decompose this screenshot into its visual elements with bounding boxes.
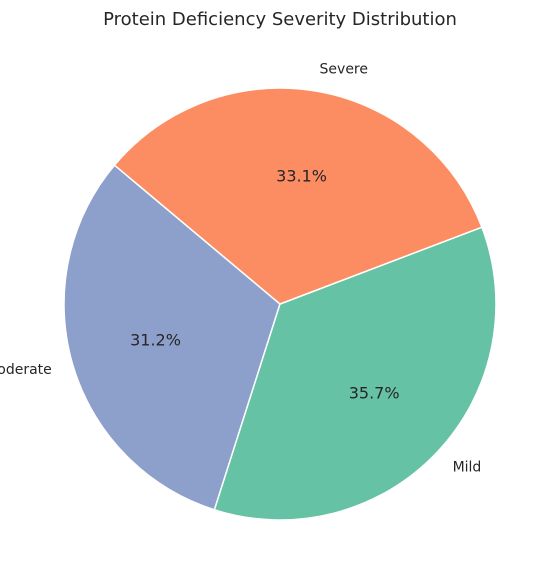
- pie-percent-mild: 35.7%: [349, 384, 400, 403]
- pie-slice-mild: [213, 226, 497, 521]
- pie-slice-severe: [113, 87, 483, 305]
- pie-labels: 31.2% Moderate 35.7% Mild 33.1% Severe: [0, 62, 481, 476]
- chart-title: Protein Deficiency Severity Distribution: [103, 9, 457, 30]
- pie-label-severe: Severe: [320, 62, 368, 78]
- pie-slice-moderate: [63, 164, 281, 511]
- pie-label-mild: Mild: [453, 459, 482, 475]
- pie-slices: [63, 87, 497, 521]
- pie-label-moderate: Moderate: [0, 362, 52, 378]
- pie-percent-moderate: 31.2%: [130, 331, 181, 350]
- pie-percent-severe: 33.1%: [276, 167, 327, 186]
